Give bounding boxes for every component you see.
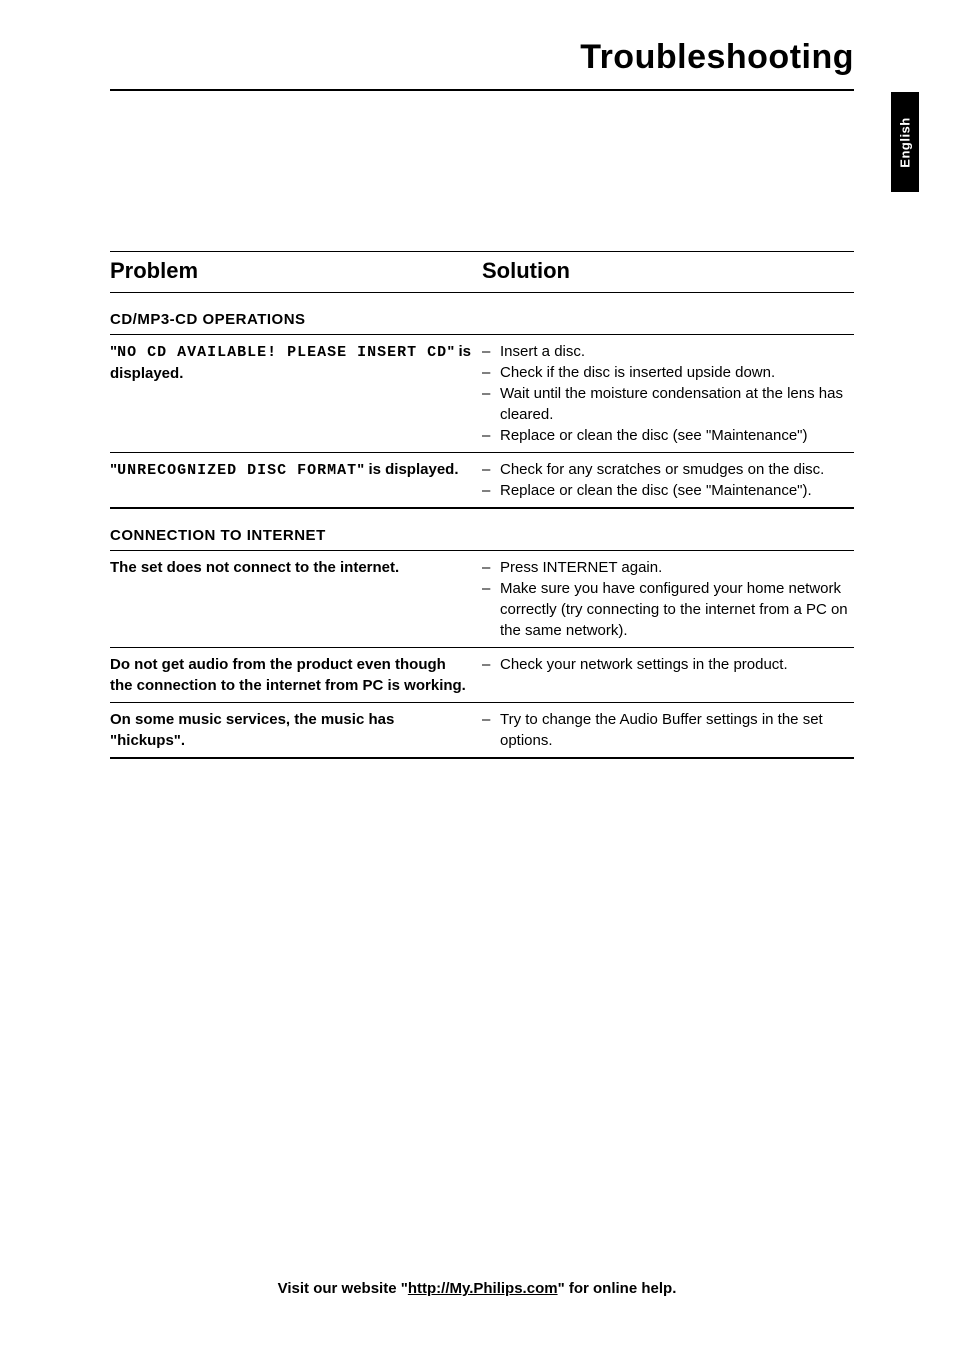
solution-item: –Replace or clean the disc (see "Mainten… — [482, 425, 854, 446]
table-row: "UNRECOGNIZED DISC FORMAT" is displayed.… — [110, 452, 854, 508]
solution-item: –Wait until the moisture condensation at… — [482, 383, 854, 425]
problem-cell: "NO CD AVAILABLE! PLEASE INSERT CD" is d… — [110, 341, 482, 446]
solution-text: Check your network settings in the produ… — [500, 654, 854, 675]
solution-item: –Check your network settings in the prod… — [482, 654, 854, 675]
solution-cell: –Check your network settings in the prod… — [482, 654, 854, 696]
table-row: The set does not connect to the internet… — [110, 550, 854, 647]
section-block: "NO CD AVAILABLE! PLEASE INSERT CD" is d… — [110, 334, 854, 509]
section-title: CONNECTION TO INTERNET — [110, 509, 854, 550]
problem-post: Do not get audio from the product even t… — [110, 656, 466, 694]
solution-text: Press INTERNET again. — [500, 557, 854, 578]
footer-post: " for online help. — [558, 1280, 677, 1297]
header-problem: Problem — [110, 258, 482, 284]
solution-cell: –Press INTERNET again. –Make sure you ha… — [482, 557, 854, 641]
solution-text: Make sure you have configured your home … — [500, 578, 854, 641]
footer-url[interactable]: http://My.Philips.com — [408, 1280, 558, 1297]
dash-icon: – — [482, 341, 500, 362]
problem-lcd: NO CD AVAILABLE! PLEASE INSERT CD — [117, 344, 447, 361]
problem-cell: "UNRECOGNIZED DISC FORMAT" is displayed. — [110, 459, 482, 501]
dash-icon: – — [482, 709, 500, 751]
solution-text: Check for any scratches or smudges on th… — [500, 459, 854, 480]
solution-text: Wait until the moisture condensation at … — [500, 383, 854, 425]
page: Troubleshooting English Problem Solution… — [0, 0, 954, 1352]
solution-cell: –Check for any scratches or smudges on t… — [482, 459, 854, 501]
table-header: Problem Solution — [110, 251, 854, 293]
table-row: On some music services, the music has "h… — [110, 702, 854, 758]
dash-icon: – — [482, 383, 500, 425]
solution-text: Insert a disc. — [500, 341, 854, 362]
solution-item: –Replace or clean the disc (see "Mainten… — [482, 480, 854, 501]
problem-cell: On some music services, the music has "h… — [110, 709, 482, 751]
problem-post: On some music services, the music has "h… — [110, 711, 394, 749]
section-block: The set does not connect to the internet… — [110, 550, 854, 759]
language-label: English — [898, 117, 913, 167]
solution-item: –Insert a disc. — [482, 341, 854, 362]
solution-item: –Check if the disc is inserted upside do… — [482, 362, 854, 383]
problem-post: " is displayed. — [357, 461, 458, 478]
footer-pre: Visit our website " — [278, 1280, 408, 1297]
solution-text: Replace or clean the disc (see "Maintena… — [500, 480, 854, 501]
table-row: "NO CD AVAILABLE! PLEASE INSERT CD" is d… — [110, 334, 854, 452]
problem-cell: The set does not connect to the internet… — [110, 557, 482, 641]
dash-icon: – — [482, 654, 500, 675]
solution-cell: –Try to change the Audio Buffer settings… — [482, 709, 854, 751]
problem-post: The set does not connect to the internet… — [110, 559, 399, 576]
solution-item: –Press INTERNET again. — [482, 557, 854, 578]
dash-icon: – — [482, 362, 500, 383]
solution-text: Try to change the Audio Buffer settings … — [500, 709, 854, 751]
solution-text: Replace or clean the disc (see "Maintena… — [500, 425, 854, 446]
solution-cell: –Insert a disc. –Check if the disc is in… — [482, 341, 854, 446]
solution-item: –Check for any scratches or smudges on t… — [482, 459, 854, 480]
solution-text: Check if the disc is inserted upside dow… — [500, 362, 854, 383]
problem-lcd: UNRECOGNIZED DISC FORMAT — [117, 462, 357, 479]
section-title: CD/MP3-CD OPERATIONS — [110, 293, 854, 334]
solution-item: –Make sure you have configured your home… — [482, 578, 854, 641]
solution-item: –Try to change the Audio Buffer settings… — [482, 709, 854, 751]
content-area: Problem Solution CD/MP3-CD OPERATIONS "N… — [110, 251, 854, 759]
dash-icon: – — [482, 425, 500, 446]
header-solution: Solution — [482, 258, 854, 284]
dash-icon: – — [482, 578, 500, 641]
problem-cell: Do not get audio from the product even t… — [110, 654, 482, 696]
dash-icon: – — [482, 459, 500, 480]
language-tab: English — [891, 92, 919, 192]
dash-icon: – — [482, 557, 500, 578]
dash-icon: – — [482, 480, 500, 501]
footer: Visit our website "http://My.Philips.com… — [0, 1280, 954, 1297]
table-row: Do not get audio from the product even t… — [110, 647, 854, 702]
page-title: Troubleshooting — [110, 38, 854, 91]
